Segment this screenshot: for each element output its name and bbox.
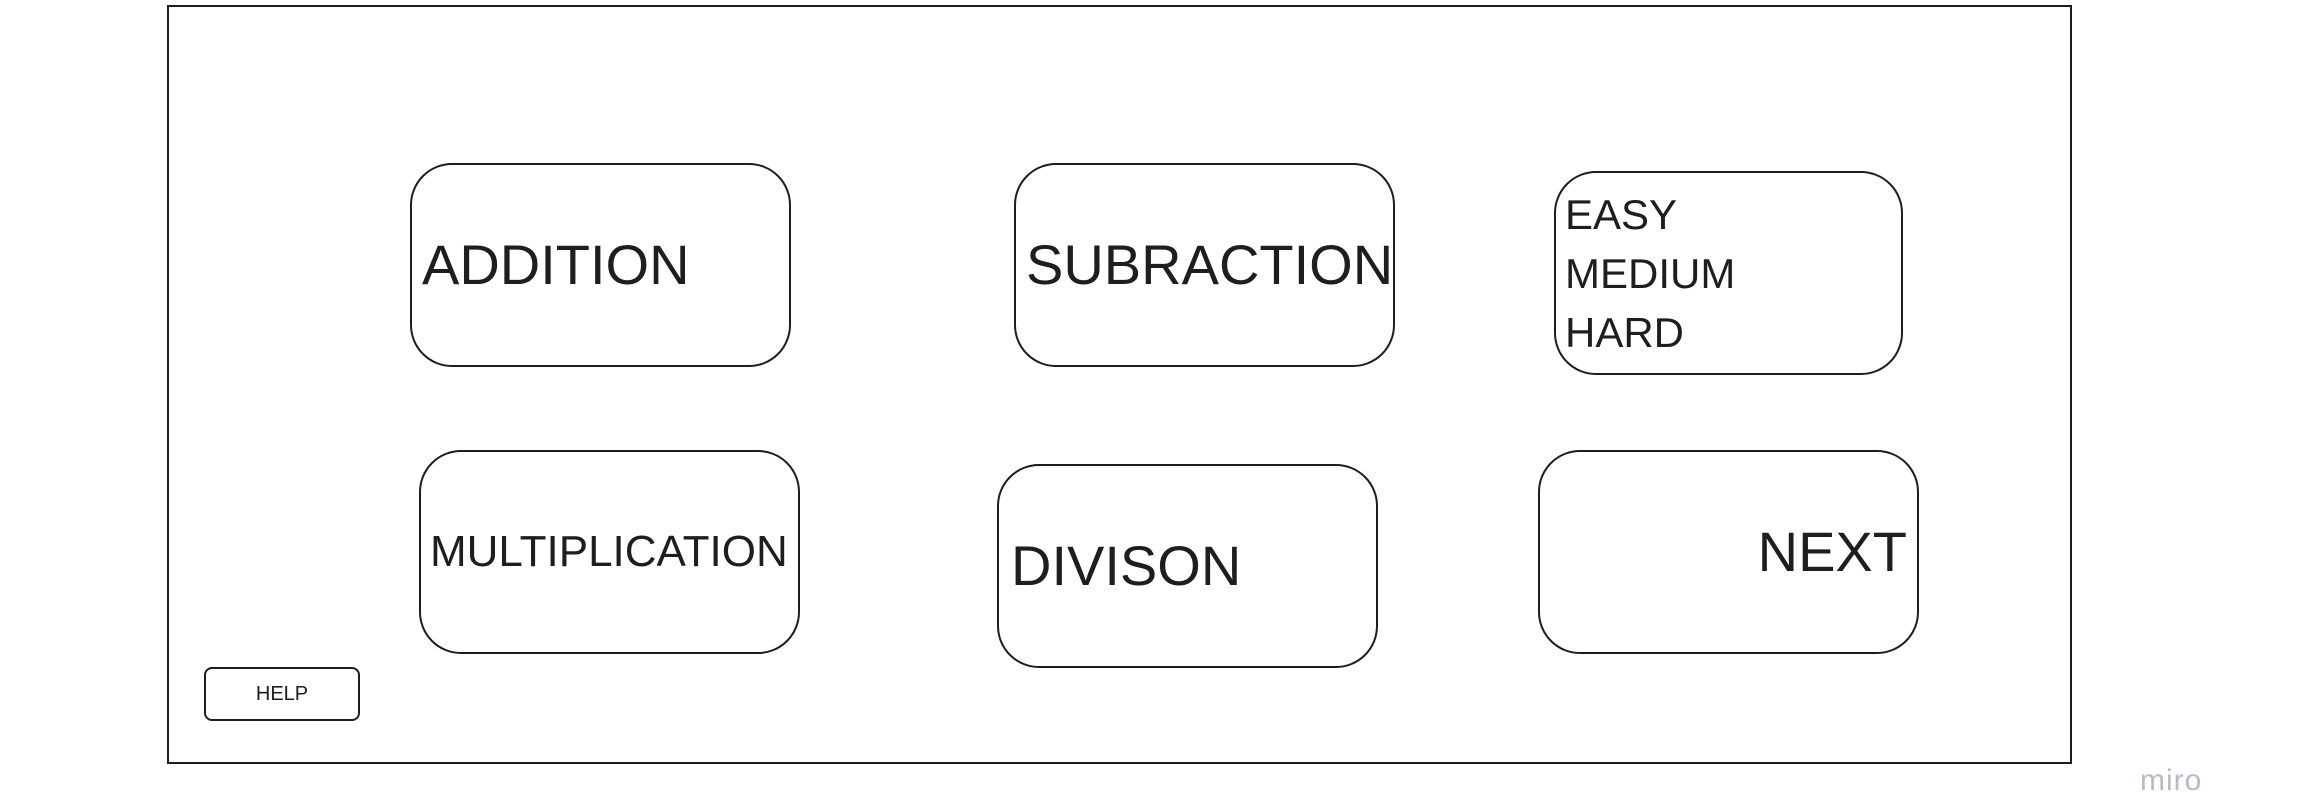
next-button[interactable]: NEXT [1538, 450, 1919, 654]
help-button[interactable]: HELP [204, 667, 360, 721]
difficulty-selector: EASY MEDIUM HARD [1554, 171, 1903, 375]
difficulty-option-easy[interactable]: EASY [1565, 190, 1678, 238]
difficulty-option-medium[interactable]: MEDIUM [1565, 249, 1736, 297]
miro-watermark: miro [2140, 764, 2203, 797]
multiplication-button[interactable]: MULTIPLICATION [419, 450, 800, 654]
help-label: HELP [255, 682, 309, 705]
next-label: NEXT [1757, 520, 1907, 583]
addition-button[interactable]: ADDITION [410, 163, 791, 367]
subtraction-label: SUBRACTION [1026, 233, 1394, 296]
division-label: DIVISON [1011, 534, 1242, 597]
addition-label: ADDITION [422, 233, 690, 296]
division-button[interactable]: DIVISON [997, 464, 1378, 668]
subtraction-button[interactable]: SUBRACTION [1014, 163, 1395, 367]
difficulty-option-hard[interactable]: HARD [1565, 308, 1685, 356]
multiplication-label: MULTIPLICATION [430, 527, 788, 576]
